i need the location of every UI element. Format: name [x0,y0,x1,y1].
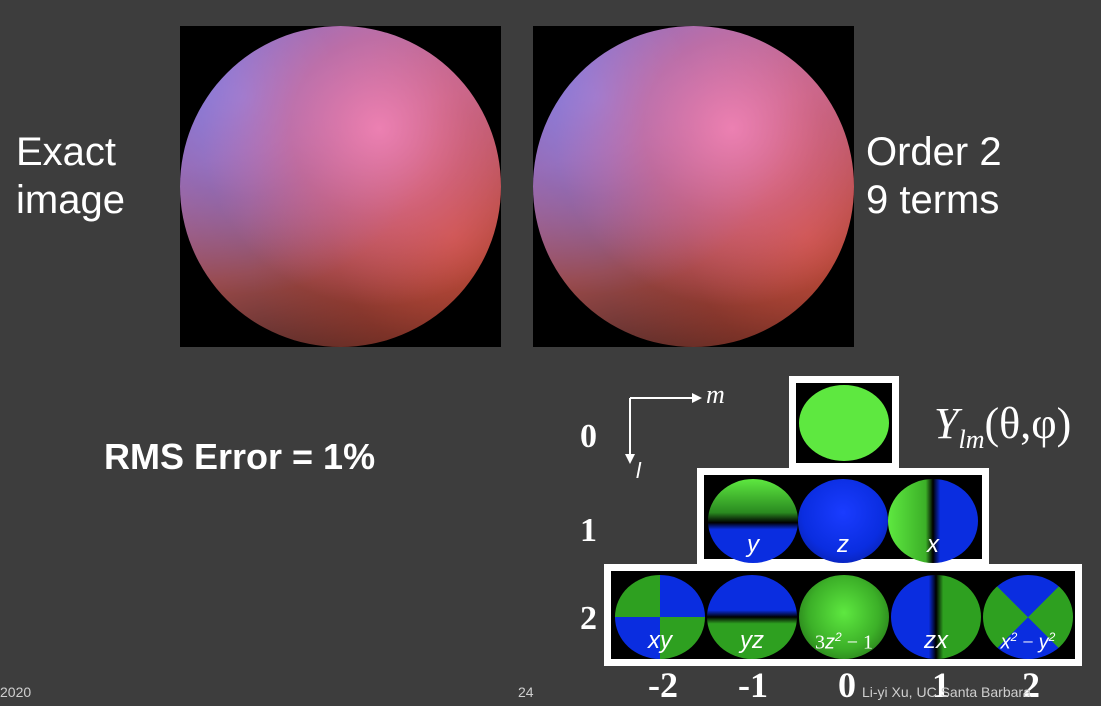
label-yz: yz [740,627,764,654]
footer-credit: Li-yi Xu, UC Santa Barbara [862,684,1031,700]
harmonic-l2-m1: zx [891,575,981,659]
harmonic-title: Ylm(θ,φ) [934,398,1071,455]
label-xy: xy [648,627,672,654]
label-image: image [16,178,125,222]
row-label-2: 2 [580,600,597,637]
harmonic-l1-m1: x [888,479,978,563]
label-x2-y2: x2 − y2 [983,630,1073,655]
harmonic-l1-m-1: y [708,479,798,563]
t3-var: z [825,632,836,654]
row0-box [789,376,899,470]
m-value-1: 1 [932,665,950,705]
harmonic-l2-m-2: xy [615,575,705,659]
exact-sphere [180,26,501,347]
label-y: y [747,531,759,558]
t5-a: x [1000,632,1011,654]
footer-page-number: 24 [518,684,534,700]
label-z: z [837,531,849,558]
t5-mid: − [1017,632,1039,654]
harmonic-l2-m0: 3z2 − 1 [799,575,889,659]
label-order: Order 2 [866,130,1002,174]
t5-b: y [1038,632,1049,654]
label-exact: Exact [16,130,117,174]
approx-sphere [533,26,854,347]
label-terms: 9 terms [866,178,1000,222]
order-label: Order 2 9 terms [866,128,1066,224]
t3-coef: 3 [815,632,826,654]
exact-image-frame [180,26,501,347]
title-sub: lm [958,424,985,454]
row-label-1: 1 [580,512,597,549]
axis-l-label: l [636,458,641,483]
t3-tail: − 1 [841,632,873,654]
harmonic-l0-m0 [799,385,889,461]
title-args: (θ,φ) [984,399,1072,448]
row2-box: xy yz 3z2 − 1 zx x2 − y2 [604,564,1082,666]
harmonic-l1-m0: z [798,479,888,563]
m-value--1: -1 [738,665,768,705]
row-label-0: 0 [580,418,597,455]
row1-box: y z x [697,468,989,566]
approx-image-frame [533,26,854,347]
harmonic-l2-m-1: yz [707,575,797,659]
m-value-2: 2 [1022,665,1040,705]
t5-a-exp: 2 [1010,630,1018,645]
axis-arrows [625,393,702,464]
title-y: Y [934,399,959,448]
axis-m-label: m [706,380,725,409]
harmonic-l2-m2: x2 − y2 [983,575,1073,659]
rms-error-text: RMS Error = 1% [104,436,376,477]
label-3z2-1: 3z2 − 1 [799,630,889,655]
m-value--2: -2 [648,665,678,705]
label-zx: zx [924,627,948,654]
t3-exp: 2 [835,630,842,645]
footer-left: 2020 [0,684,32,700]
m-value-0: 0 [838,665,856,705]
t5-b-exp: 2 [1048,630,1056,645]
label-x: x [927,531,939,558]
exact-image-label: Exact image [16,128,166,224]
